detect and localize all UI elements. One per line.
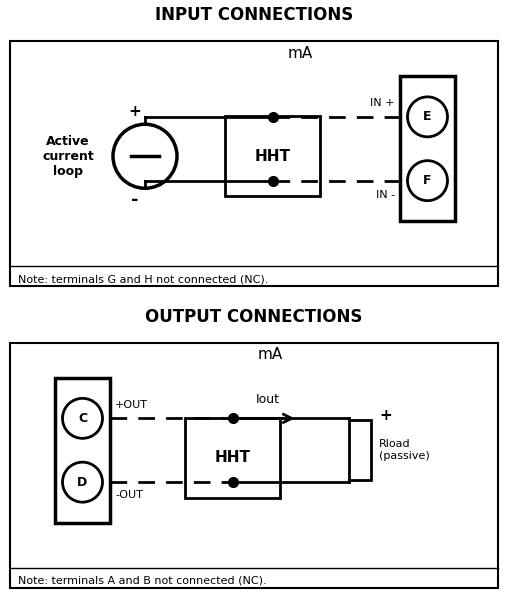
Text: Rload
(passive): Rload (passive) [379, 440, 430, 461]
Text: mA: mA [258, 347, 282, 362]
Text: Active
current
loop: Active current loop [42, 134, 94, 178]
Text: Note: terminals G and H not connected (NC).: Note: terminals G and H not connected (N… [18, 274, 268, 284]
Text: Iout: Iout [256, 393, 279, 406]
Bar [10, 343, 498, 588]
Bar [225, 116, 320, 196]
Text: mA: mA [288, 46, 312, 61]
Text: +OUT: +OUT [115, 400, 148, 411]
Circle shape [407, 97, 448, 137]
Circle shape [62, 462, 103, 502]
Text: -OUT: -OUT [115, 490, 143, 500]
Bar [10, 41, 498, 286]
Bar [400, 76, 455, 221]
Circle shape [407, 160, 448, 201]
Text: -: - [131, 191, 139, 209]
Bar [185, 418, 280, 497]
Text: D: D [77, 476, 87, 488]
Text: IN +: IN + [370, 98, 395, 108]
Circle shape [113, 124, 177, 188]
Text: C: C [78, 412, 87, 425]
Text: Note: terminals A and B not connected (NC).: Note: terminals A and B not connected (N… [18, 576, 267, 586]
Bar [349, 420, 371, 480]
Text: OUTPUT CONNECTIONS: OUTPUT CONNECTIONS [145, 308, 363, 326]
Circle shape [62, 399, 103, 438]
Text: +: + [129, 104, 141, 119]
Text: E: E [423, 110, 432, 124]
Text: F: F [423, 174, 432, 187]
Text: HHT: HHT [255, 149, 291, 164]
Text: IN -: IN - [376, 190, 395, 200]
Text: INPUT CONNECTIONS: INPUT CONNECTIONS [155, 6, 353, 24]
Bar [55, 377, 110, 523]
Text: +: + [379, 408, 392, 423]
Text: HHT: HHT [214, 450, 250, 466]
